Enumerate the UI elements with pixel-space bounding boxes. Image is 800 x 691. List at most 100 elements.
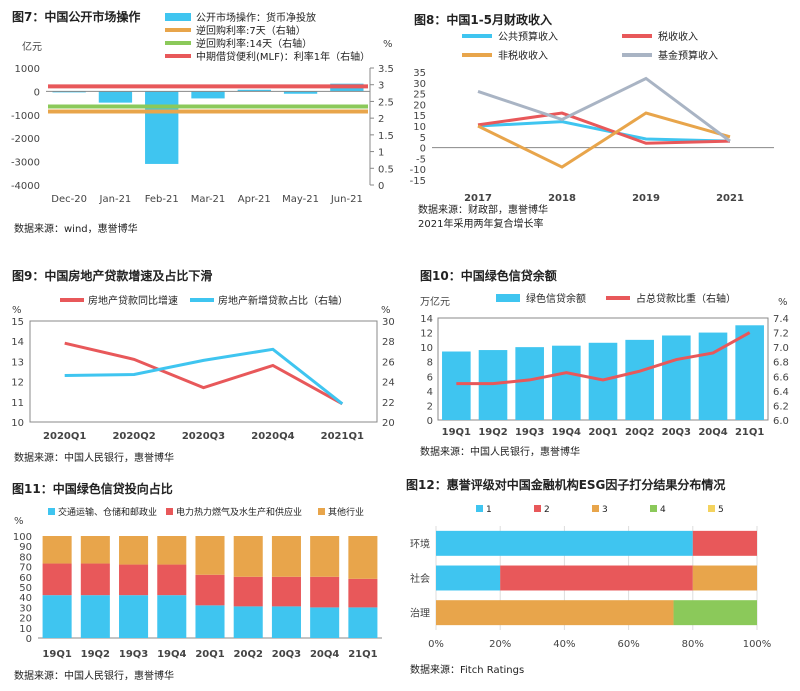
y2-tick-label: 0 (378, 181, 384, 192)
stacked-bar-segment (233, 576, 263, 607)
y2-tick-label: 6.8 (773, 358, 789, 369)
x-tick-label: May-21 (282, 194, 319, 205)
stacked-bar-segment (673, 600, 757, 626)
y-tick-label: 0 (34, 87, 40, 98)
x-tick-label: 100% (743, 639, 772, 650)
legend-label: 中期借贷便利(MLF)：利率1年（右轴） (196, 50, 370, 63)
x-tick-label: 19Q1 (42, 649, 71, 660)
bar (552, 345, 581, 420)
series-line (64, 347, 344, 405)
legend-label: 基金预算收入 (658, 49, 718, 62)
plot-frame (29, 320, 378, 423)
legend-swatch (708, 505, 715, 512)
y2-tick-label: 7.2 (773, 329, 789, 340)
stacked-bar-segment (310, 536, 340, 577)
x-tick-label: 19Q3 (119, 649, 148, 660)
x-tick-label: 60% (617, 639, 639, 650)
x-tick-label: 20Q3 (662, 427, 691, 438)
chart-11-left-unit: % (14, 516, 24, 527)
y-tick-label: 10 (413, 122, 426, 133)
chart-9-right-unit: % (381, 305, 391, 316)
stacked-bar-segment (42, 536, 72, 564)
x-tick-label: 20Q4 (698, 427, 727, 438)
chart-12-source: 数据来源：Fitch Ratings (410, 663, 524, 676)
series-line (456, 331, 751, 386)
series-line (477, 76, 731, 143)
legend-label: 逆回购利率:14天（右轴） (196, 37, 312, 50)
y2-tick-label: 1.5 (378, 131, 394, 142)
y-tick-label: 10 (19, 624, 32, 635)
y-tick-label: 14 (420, 314, 433, 325)
series-line (64, 341, 344, 406)
x-tick-label: 2020Q2 (112, 431, 155, 442)
stacked-bar-segment (436, 600, 674, 626)
chart-9-title: 图9：中国房地产贷款增速及占比下滑 (12, 268, 212, 283)
x-tick-label: Jan-21 (99, 194, 132, 205)
bar (283, 91, 318, 94)
x-tick-label: 20Q1 (195, 649, 224, 660)
bar (191, 91, 225, 99)
x-tick-label: 2017 (464, 193, 492, 204)
bar (662, 335, 691, 420)
y2-tick-label: 20 (382, 418, 395, 429)
chart-10-left-unit: 万亿元 (420, 295, 450, 308)
x-tick-label: Feb-21 (145, 194, 179, 205)
chart-7-right-unit: % (383, 39, 393, 50)
y-tick-label: 70 (19, 563, 32, 574)
y2-tick-label: 6.4 (773, 387, 789, 398)
chart-7-plot: 1000 0 -1000 -2000 -3000 -4000 3.5 3 2.5 2 1.5 1 0.5… (11, 64, 394, 205)
legend-label: 交通运输、仓储和邮政业 (58, 506, 157, 518)
chart-7-source: 数据来源：wind，惠誉博华 (14, 222, 138, 235)
stacked-bar-segment (348, 578, 378, 608)
y-tick-label: -2000 (11, 134, 40, 145)
stacked-bar-segment (80, 563, 110, 596)
legend-swatch (476, 505, 483, 512)
y-tick-label: -15 (410, 176, 426, 187)
stacked-bar-segment (80, 595, 110, 638)
legend-label: 2 (544, 505, 550, 515)
stacked-bar-segment (119, 536, 149, 565)
y-tick-label: 14 (11, 337, 24, 348)
legend-swatch (318, 508, 325, 515)
stacked-bar-segment (42, 563, 72, 596)
x-tick-label: 21Q1 (735, 427, 764, 438)
chart-10-legend: 绿色信贷余额 占总贷款比重（右轴） (496, 292, 736, 305)
y-category-label: 治理 (410, 607, 430, 620)
legend-swatch (496, 294, 520, 302)
stacked-bar-segment (271, 606, 301, 638)
legend-label: 其他行业 (328, 506, 364, 518)
y-tick-label: 12 (11, 378, 24, 389)
chart-10-source: 数据来源：中国人民银行，惠誉博华 (420, 445, 580, 458)
x-tick-label: 20Q4 (310, 649, 339, 660)
stacked-bar-segment (119, 564, 149, 596)
y-tick-label: 20 (19, 614, 32, 625)
x-tick-label: 21Q1 (348, 649, 377, 660)
y-tick-label: 25 (413, 90, 426, 101)
chart-12-legend: 1 2 3 4 5 (476, 505, 724, 515)
bar (735, 325, 764, 420)
stacked-bar-segment (348, 536, 378, 579)
x-tick-label: 2018 (548, 193, 576, 204)
y-tick-label: 12 (420, 329, 433, 340)
bar (145, 91, 179, 164)
y2-tick-label: 3 (378, 81, 384, 92)
y-tick-label: 80 (19, 552, 32, 563)
stacked-bar-segment (195, 574, 225, 606)
y2-tick-label: 6.6 (773, 372, 789, 383)
y-tick-label: 15 (11, 317, 24, 328)
y-tick-label: 1000 (15, 64, 40, 75)
stacked-bar-segment (157, 536, 187, 565)
legend-label: 逆回购利率:7天（右轴） (196, 24, 306, 37)
chart-10: 图10：中国绿色信贷余额 绿色信贷余额 占总贷款比重（右轴） 万亿元 % 14 12… (420, 268, 789, 458)
y2-tick-label: 2 (378, 114, 384, 125)
x-tick-label: 20% (489, 639, 511, 650)
series-line (477, 120, 731, 143)
legend-label: 电力热力燃气及水生产和供应业 (176, 506, 302, 518)
stacked-bar-segment (500, 565, 693, 591)
y-tick-label: 5 (420, 133, 426, 144)
bar (237, 89, 271, 92)
legend-swatch (592, 505, 599, 512)
stacked-bar-segment (692, 530, 757, 556)
x-tick-label: Dec-20 (51, 194, 87, 205)
